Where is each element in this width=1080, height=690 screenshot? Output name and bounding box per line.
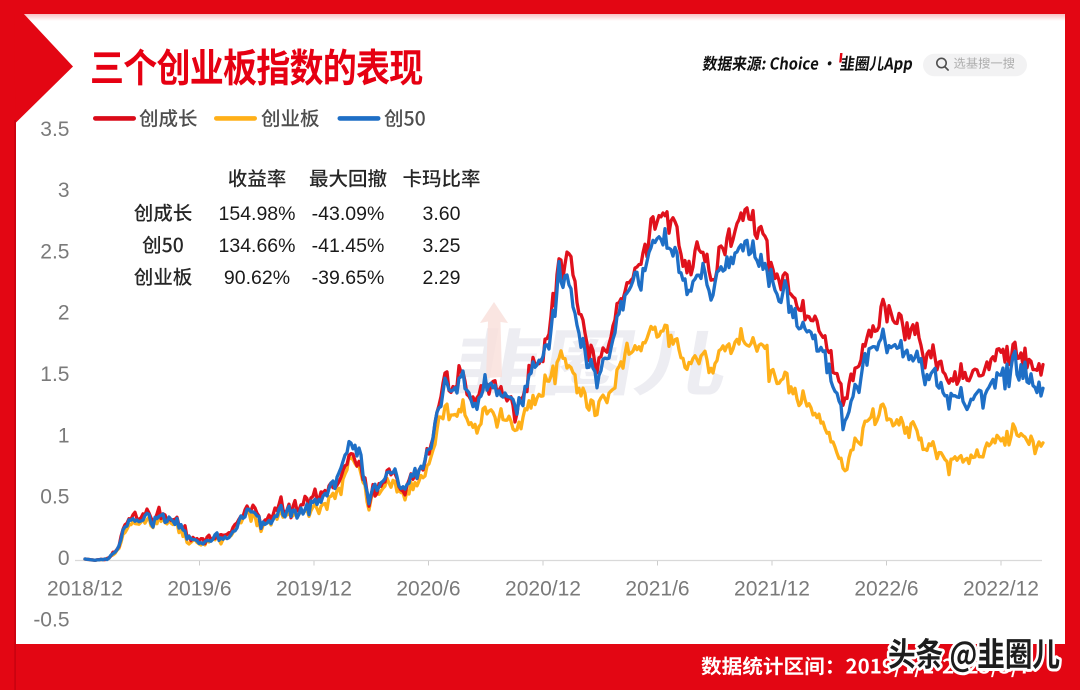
svg-text:2.5: 2.5 [40,240,69,263]
svg-text:3.5: 3.5 [40,118,69,141]
svg-text:2020/6: 2020/6 [396,578,460,601]
svg-text:0: 0 [58,547,70,570]
svg-text:3: 3 [58,179,70,202]
svg-text:2019/6: 2019/6 [167,578,231,601]
svg-text:2.29: 2.29 [423,267,461,289]
svg-text:0.5: 0.5 [40,486,69,509]
svg-text:1: 1 [58,424,70,447]
svg-text:134.66%: 134.66% [219,235,296,257]
svg-text:2021/12: 2021/12 [734,578,810,601]
svg-text:2022/6: 2022/6 [854,578,918,601]
svg-text:-43.09%: -43.09% [312,203,385,225]
svg-text:1.5: 1.5 [40,363,69,386]
svg-text:-41.45%: -41.45% [312,235,385,257]
svg-text:90.62%: 90.62% [224,267,290,289]
svg-text:-0.5: -0.5 [33,608,69,631]
svg-text:2018/12: 2018/12 [47,578,123,601]
svg-text:2022/12: 2022/12 [963,578,1039,601]
svg-text:2019/12: 2019/12 [276,578,352,601]
svg-text:2020/12: 2020/12 [505,578,581,601]
svg-text:3.25: 3.25 [423,235,461,257]
svg-text:-39.65%: -39.65% [312,267,385,289]
svg-text:154.98%: 154.98% [219,203,296,225]
svg-text:3.60: 3.60 [423,203,461,225]
svg-text:2: 2 [58,302,70,325]
svg-text:2021/6: 2021/6 [625,578,689,601]
